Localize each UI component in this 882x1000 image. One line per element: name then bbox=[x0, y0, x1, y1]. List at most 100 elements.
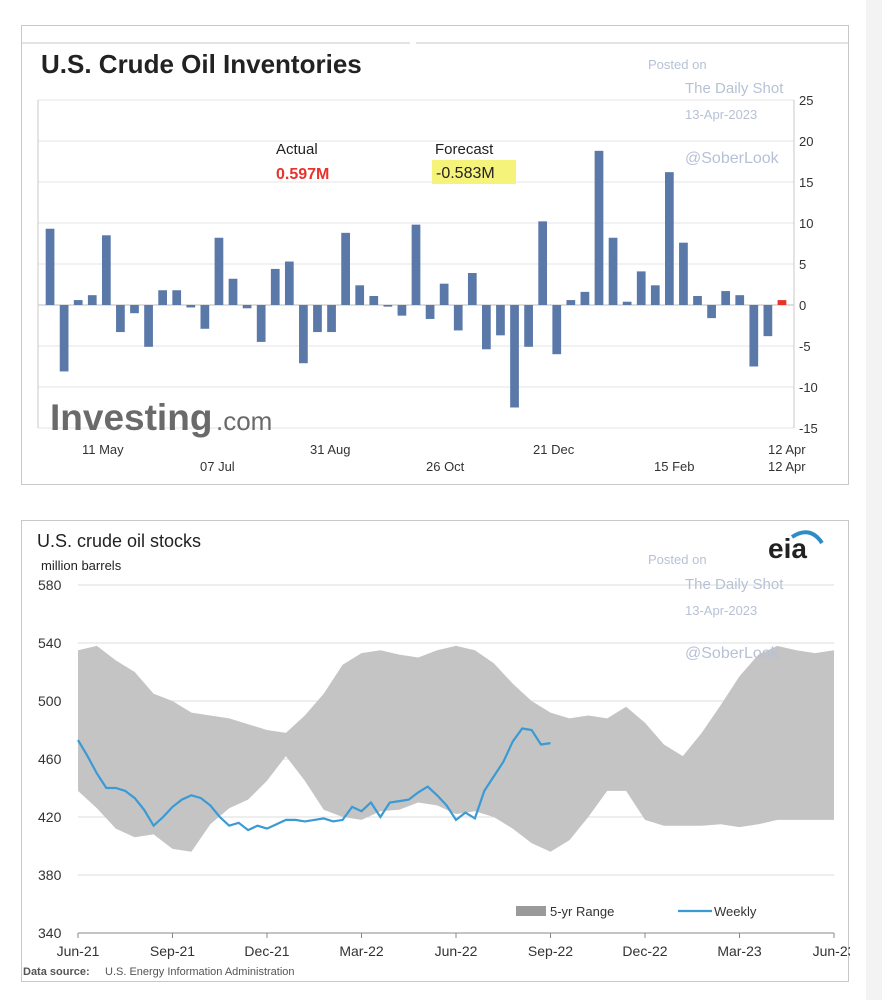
top-y-tick-label: 0 bbox=[799, 298, 806, 313]
forecast-value: -0.583M bbox=[436, 165, 495, 182]
scrollbar-gutter bbox=[866, 0, 882, 1000]
watermark-date-2: 13-Apr-2023 bbox=[685, 603, 757, 618]
stocks-y-tick-label: 460 bbox=[38, 751, 62, 767]
eia-logo: eia bbox=[768, 533, 807, 564]
bar bbox=[144, 305, 153, 347]
bar bbox=[116, 305, 125, 333]
stocks-x-tick-label: Jun-21 bbox=[57, 943, 100, 959]
stocks-y-tick-label: 540 bbox=[38, 635, 62, 651]
bar bbox=[482, 305, 491, 350]
data-source-label: Data source: bbox=[23, 966, 90, 978]
bar bbox=[214, 237, 224, 305]
bar bbox=[594, 150, 604, 305]
top-y-tick-label: 20 bbox=[799, 134, 813, 149]
bar bbox=[45, 228, 55, 305]
bar bbox=[622, 301, 632, 305]
stocks-y-tick-label: 500 bbox=[38, 693, 62, 709]
bar bbox=[552, 305, 562, 355]
stocks-y-tick-label: 580 bbox=[38, 577, 62, 593]
bar bbox=[524, 305, 533, 347]
stocks-x-tick-label: Mar-23 bbox=[717, 943, 762, 959]
top-x-tick-label: 11 May bbox=[82, 442, 124, 457]
top-x-tick-label: 31 Aug bbox=[310, 442, 351, 457]
stocks-y-axis: 580 540 500 460 420 380 340 bbox=[38, 577, 62, 941]
top-x-tick-label-row2: 07 Jul bbox=[200, 459, 235, 474]
stocks-y-tick-label: 420 bbox=[38, 809, 62, 825]
stocks-x-tick-label: Mar-22 bbox=[339, 943, 384, 959]
bar bbox=[636, 271, 646, 305]
watermark-date: 13-Apr-2023 bbox=[685, 107, 757, 122]
bar bbox=[284, 261, 294, 305]
bar bbox=[369, 295, 379, 305]
data-source-text: U.S. Energy Information Administration bbox=[105, 966, 295, 978]
watermark-posted-on-2: Posted on bbox=[648, 552, 707, 567]
bar bbox=[763, 305, 773, 337]
actual-label: Actual bbox=[276, 141, 318, 158]
bar bbox=[101, 235, 111, 305]
top-x-tick-label-row2: 15 Feb bbox=[654, 459, 694, 474]
bar bbox=[453, 305, 463, 331]
bar bbox=[383, 305, 393, 307]
watermark-publication-2: The Daily Shot bbox=[685, 576, 784, 593]
top-y-tick-label: 10 bbox=[799, 216, 813, 231]
bar bbox=[439, 283, 449, 305]
top-y-tick-label: -5 bbox=[799, 339, 811, 354]
bar bbox=[496, 305, 505, 336]
bar bbox=[566, 300, 576, 305]
bar bbox=[327, 305, 336, 333]
watermark-publication: The Daily Shot bbox=[685, 80, 784, 97]
stocks-y-tick-label: 340 bbox=[38, 925, 62, 941]
bar bbox=[608, 237, 618, 305]
forecast-label: Forecast bbox=[435, 141, 494, 158]
watermark-posted-on: Posted on bbox=[648, 57, 707, 72]
bottom-watermark: Posted on The Daily Shot 13-Apr-2023 @So… bbox=[648, 552, 784, 662]
inventories-chart-panel: U.S. Crude Oil Inventories 25 20 15 10 5 0 -5 -… bbox=[21, 25, 849, 485]
bar bbox=[397, 305, 407, 316]
watermark-handle-2: @SoberLook bbox=[685, 645, 780, 662]
bar bbox=[341, 232, 350, 305]
bar bbox=[186, 305, 196, 308]
stocks-x-tick-label: Dec-22 bbox=[622, 943, 667, 959]
bar bbox=[73, 300, 83, 305]
top-y-tick-label: -15 bbox=[799, 421, 818, 436]
five-year-range-area bbox=[78, 645, 834, 852]
chart-title: U.S. Crude Oil Inventories bbox=[41, 49, 362, 79]
top-y-axis: 25 20 15 10 5 0 -5 -10 -15 bbox=[37, 93, 818, 436]
bar bbox=[735, 295, 745, 305]
investing-logo-suffix: .com bbox=[216, 406, 272, 436]
bar bbox=[650, 285, 660, 305]
bar bbox=[299, 305, 308, 364]
top-x-tick-label: 21 Dec bbox=[533, 442, 575, 457]
watermark-handle: @SoberLook bbox=[685, 150, 780, 167]
inventories-bar-chart: U.S. Crude Oil Inventories 25 20 15 10 5 0 -5 -… bbox=[22, 42, 849, 474]
top-watermark: Posted on The Daily Shot 13-Apr-2023 @So… bbox=[648, 57, 784, 167]
bar bbox=[59, 305, 69, 372]
bar bbox=[228, 278, 238, 305]
bar bbox=[158, 290, 168, 305]
bar bbox=[200, 305, 210, 329]
bar bbox=[749, 305, 759, 367]
stocks-x-tick-label: Sep-22 bbox=[528, 943, 573, 959]
bar bbox=[693, 295, 702, 305]
bar-actual-latest bbox=[777, 300, 787, 305]
top-x-tick-label-row2: 26 Oct bbox=[426, 459, 465, 474]
top-x-axis: 11 May 31 Aug 21 Dec 12 Apr 07 Jul 26 Oct 15 F… bbox=[82, 442, 806, 474]
bar bbox=[721, 291, 731, 305]
bar bbox=[242, 305, 252, 309]
bar bbox=[510, 305, 519, 408]
stocks-unit-label: million barrels bbox=[41, 558, 122, 573]
bar bbox=[580, 291, 590, 305]
bar bbox=[664, 172, 674, 305]
stocks-chart-panel: U.S. crude oil stocks million barrels ei… bbox=[21, 520, 856, 982]
eia-logo-arc bbox=[790, 530, 824, 545]
top-bars bbox=[45, 150, 787, 408]
bar bbox=[130, 305, 139, 314]
forecast-highlight bbox=[432, 160, 516, 184]
bar bbox=[313, 305, 322, 333]
legend-range-label: 5-yr Range bbox=[550, 904, 614, 919]
stocks-title: U.S. crude oil stocks bbox=[37, 531, 201, 551]
stocks-x-tick-label: Sep-21 bbox=[150, 943, 195, 959]
top-y-tick-label: 25 bbox=[799, 93, 813, 108]
top-y-tick-label: 5 bbox=[799, 257, 806, 272]
top-y-tick-label: -10 bbox=[799, 380, 818, 395]
